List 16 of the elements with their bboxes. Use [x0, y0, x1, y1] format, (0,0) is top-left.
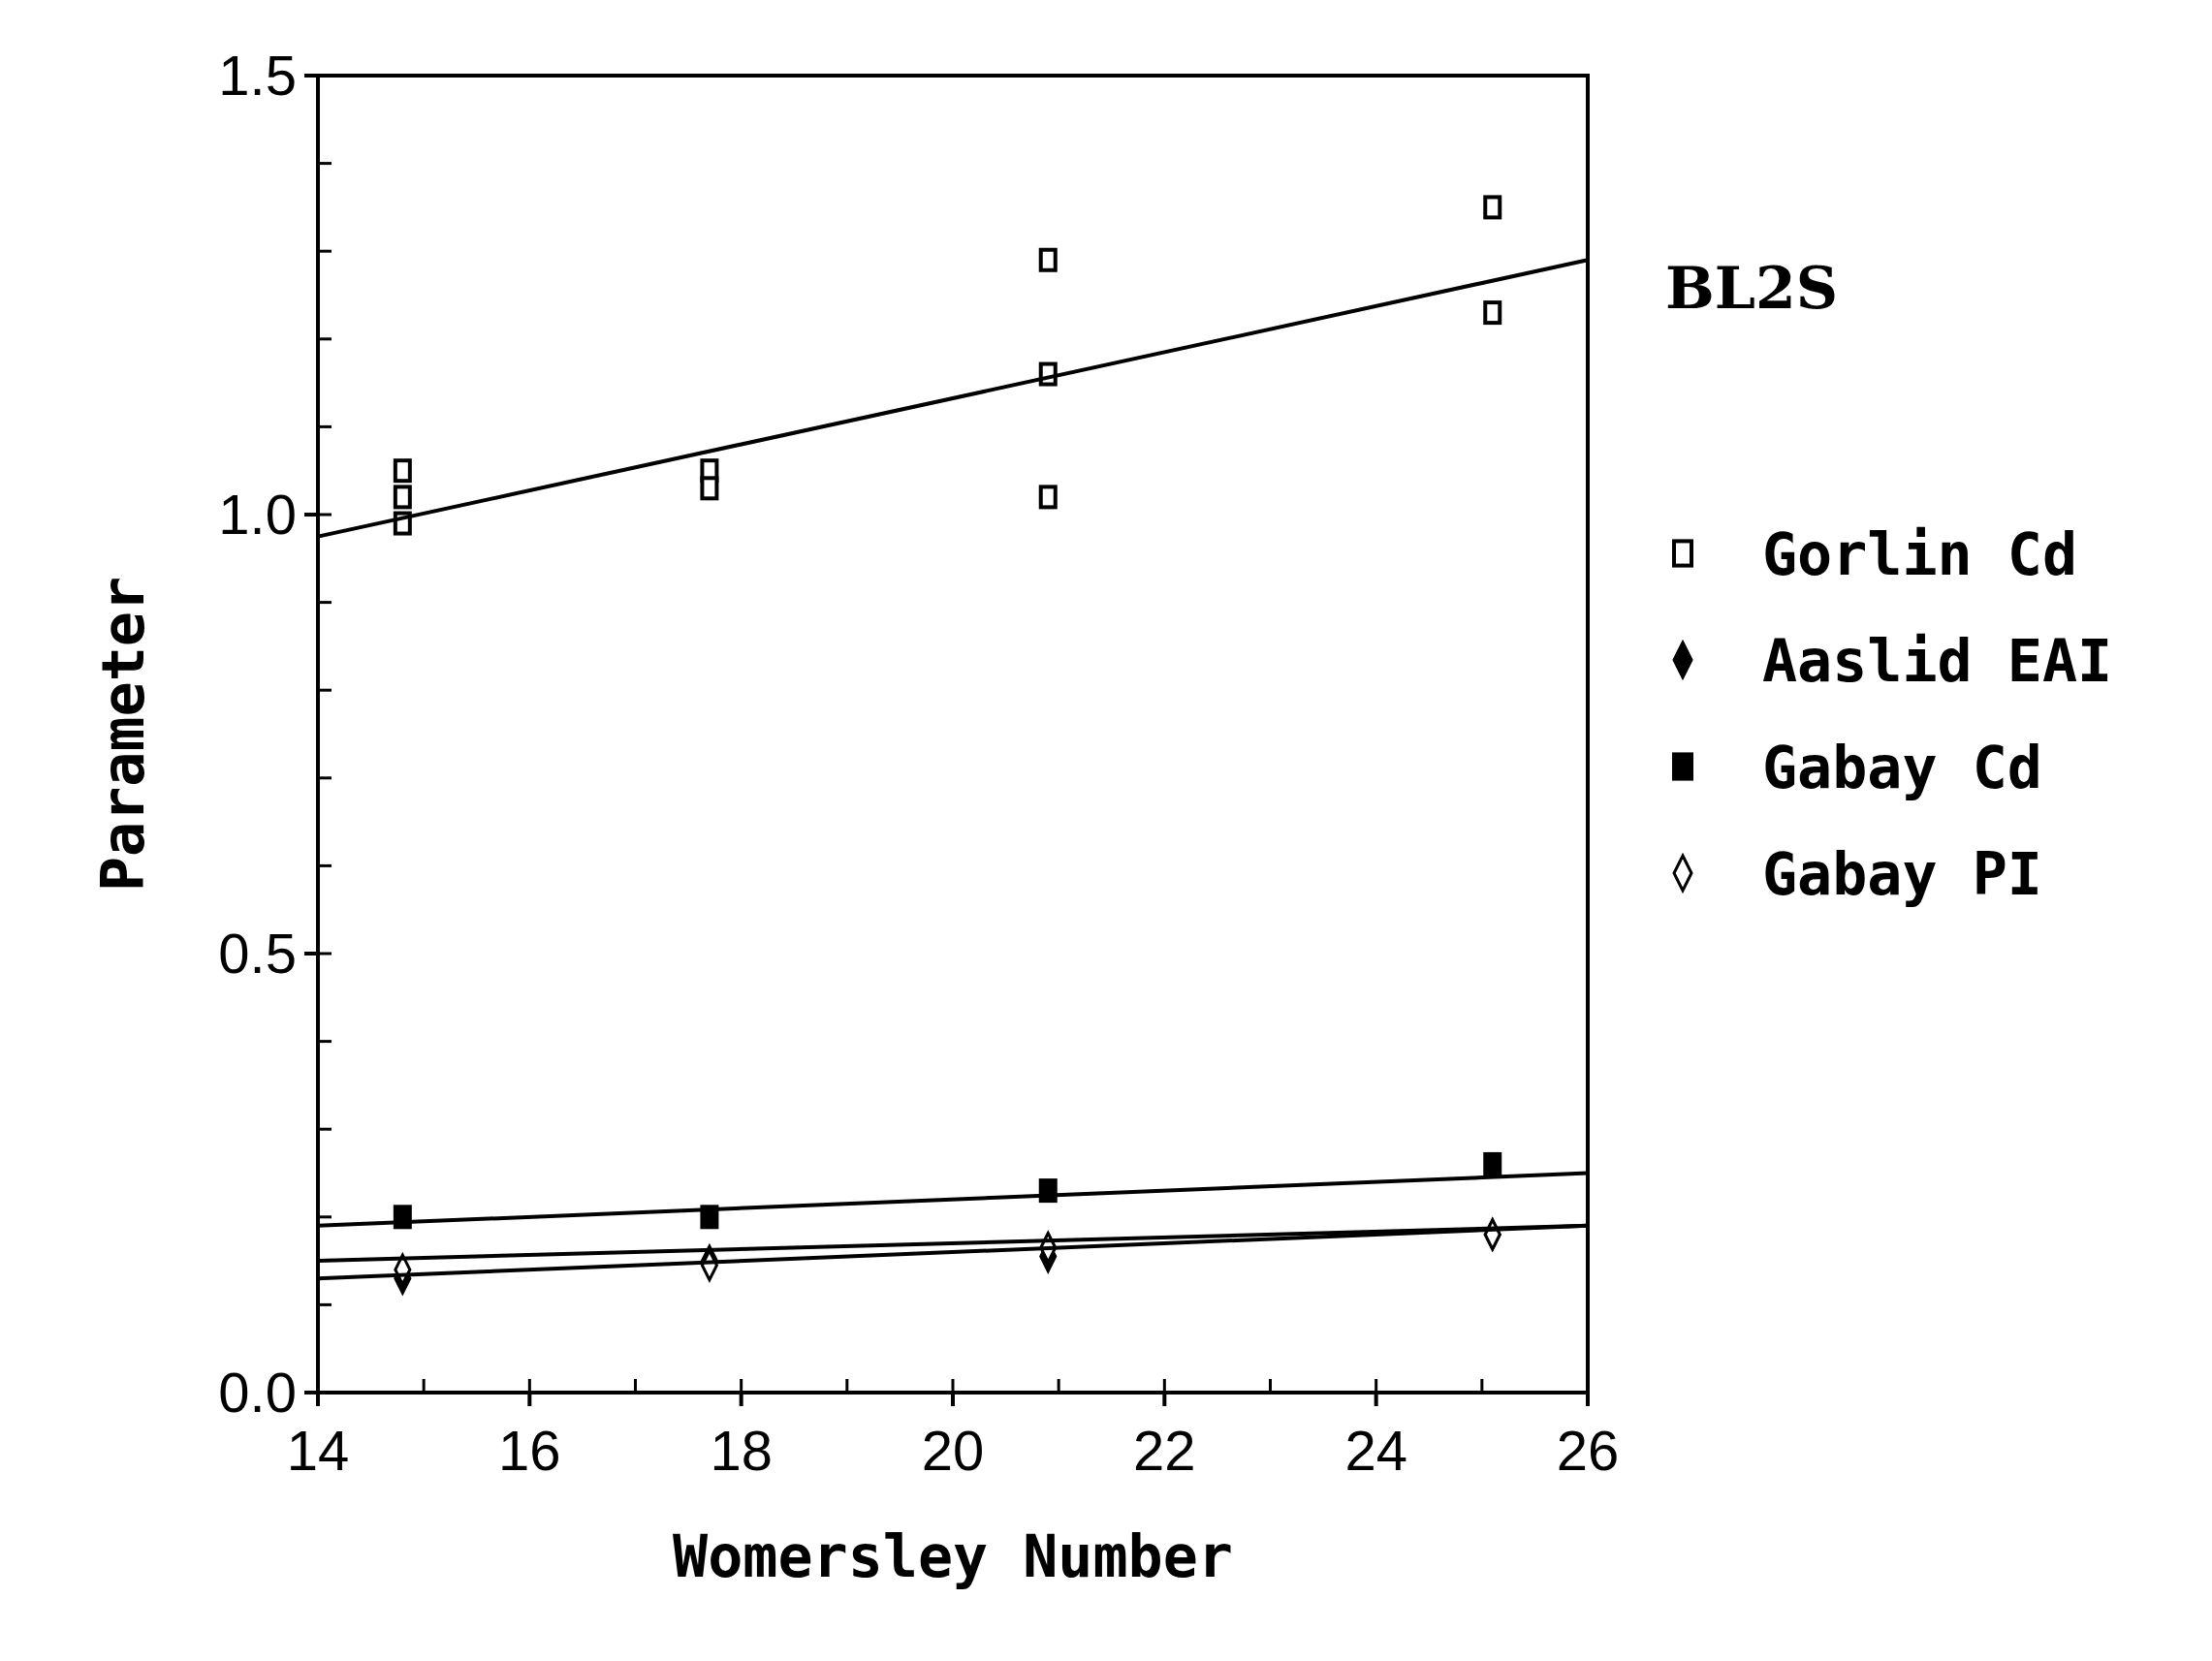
- x-tick-label: 16: [498, 1419, 561, 1482]
- legend-label: Aaslid EAI: [1762, 627, 2113, 695]
- legend-title: BL2S: [1665, 254, 1838, 322]
- legend-label: Gabay Cd: [1762, 734, 2042, 801]
- legend-label: Gabay PI: [1762, 840, 2042, 908]
- y-axis-title: Parameter: [89, 576, 157, 893]
- x-tick-label: 20: [921, 1419, 985, 1482]
- x-axis-title: Womersley Number: [673, 1522, 1233, 1590]
- legend-label: Gorlin Cd: [1762, 520, 2078, 588]
- y-tick-label: 0.5: [218, 922, 297, 985]
- x-tick-label: 24: [1344, 1419, 1407, 1482]
- x-tick-label: 26: [1556, 1419, 1620, 1482]
- y-tick-label: 1.5: [218, 44, 297, 107]
- x-tick-label: 22: [1133, 1419, 1196, 1482]
- y-tick-label: 1.0: [218, 483, 297, 546]
- x-tick-label: 18: [710, 1419, 773, 1482]
